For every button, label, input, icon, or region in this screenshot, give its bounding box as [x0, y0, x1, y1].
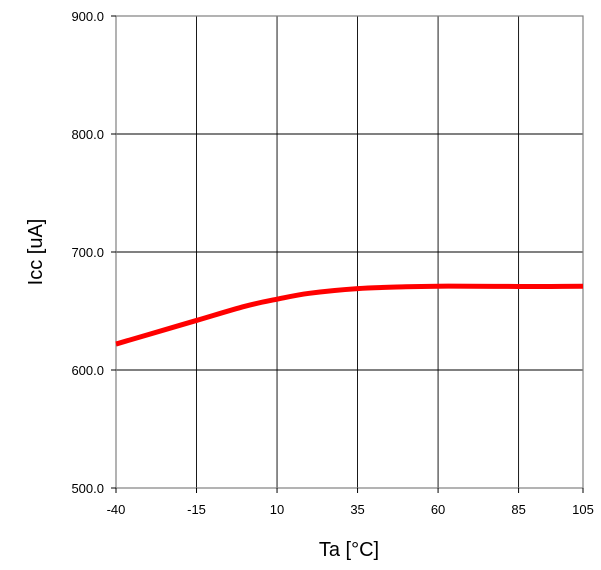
series-layer	[115, 283, 584, 347]
x-tick-label: 85	[511, 502, 525, 517]
x-axis-title: Ta [°C]	[319, 539, 379, 561]
y-tick-label: 700.0	[71, 245, 104, 260]
x-tick-label: 105	[572, 502, 594, 517]
y-tick-label: 900.0	[71, 9, 104, 24]
x-tick-label: -15	[187, 502, 206, 517]
y-tick-label: 500.0	[71, 481, 104, 496]
y-tick-label: 600.0	[71, 363, 104, 378]
y-axis-title: Icc [uA]	[25, 219, 47, 286]
grid-lines	[116, 16, 583, 488]
x-tick-label: 10	[270, 502, 284, 517]
y-tick-label: 800.0	[71, 127, 104, 142]
x-tick-label: -40	[107, 502, 126, 517]
y-axis-ticks: 500.0 600.0 700.0 800.0 900.0	[71, 9, 116, 496]
icc-series-line	[115, 283, 584, 347]
x-tick-label: 35	[350, 502, 364, 517]
x-tick-label: 60	[431, 502, 445, 517]
x-axis-ticks: -40 -15 10 35 60 85 105	[107, 488, 594, 517]
